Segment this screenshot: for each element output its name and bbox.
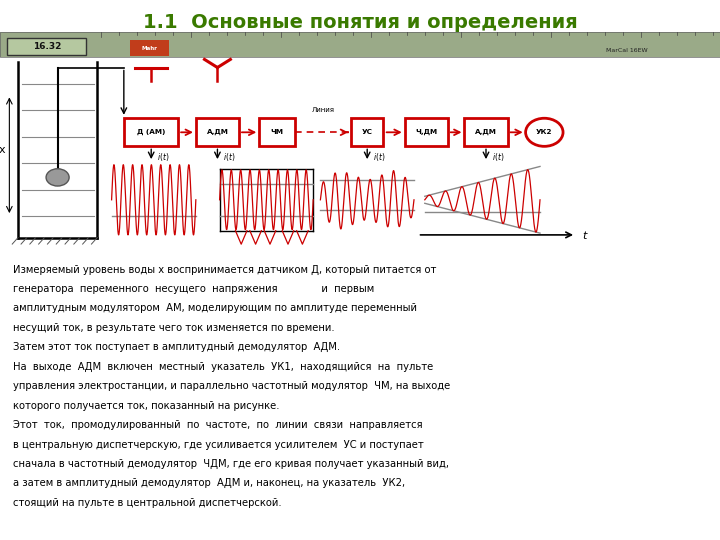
Circle shape	[46, 168, 69, 186]
Circle shape	[526, 118, 563, 146]
Bar	[196, 118, 239, 146]
Text: УК2: УК2	[536, 129, 552, 136]
Text: несущий ток, в результате чего ток изменяется по времени.: несущий ток, в результате чего ток измен…	[13, 323, 335, 333]
Text: $i(t)$: $i(t)$	[373, 151, 385, 163]
Text: УС: УС	[361, 129, 373, 136]
Text: 1.1  Основные понятия и определения: 1.1 Основные понятия и определения	[143, 14, 577, 32]
Bar	[351, 118, 383, 146]
Text: сначала в частотный демодулятор  ЧДМ, где его кривая получает указанный вид,: сначала в частотный демодулятор ЧДМ, где…	[13, 459, 449, 469]
Bar	[0, 32, 720, 57]
Text: $i(t)$: $i(t)$	[157, 151, 169, 163]
Text: амплитудным модулятором  АМ, моделирующим по амплитуде переменный: амплитудным модулятором АМ, моделирующим…	[13, 303, 417, 314]
Text: $t$: $t$	[582, 229, 588, 241]
Text: генератора  переменного  несущего  напряжения              и  первым: генератора переменного несущего напряжен…	[13, 284, 374, 294]
Text: А,ДМ: А,ДМ	[207, 129, 228, 136]
Text: 16.32: 16.32	[32, 42, 61, 51]
Text: Линия: Линия	[312, 107, 335, 113]
Bar	[259, 118, 295, 146]
Text: которого получается ток, показанный на рисунке.: которого получается ток, показанный на р…	[13, 401, 279, 411]
Bar	[130, 40, 169, 56]
Bar	[464, 118, 508, 146]
Text: Ч,ДМ: Ч,ДМ	[415, 129, 437, 136]
Text: MarCal 16EW: MarCal 16EW	[606, 48, 647, 53]
Text: А,ДМ: А,ДМ	[475, 129, 497, 136]
Text: ЧМ: ЧМ	[271, 129, 284, 136]
Text: Mahr: Mahr	[141, 45, 157, 51]
Text: в центральную диспетчерскую, где усиливается усилителем  УС и поступает: в центральную диспетчерскую, где усилива…	[13, 440, 423, 450]
Text: стоящий на пульте в центральной диспетчерской.: стоящий на пульте в центральной диспетче…	[13, 498, 282, 508]
Bar	[405, 118, 448, 146]
Text: Измеряемый уровень воды x воспринимается датчиком Д, который питается от: Измеряемый уровень воды x воспринимается…	[13, 265, 436, 275]
Bar	[7, 38, 86, 55]
Text: Затем этот ток поступает в амплитудный демодулятор  АДМ.: Затем этот ток поступает в амплитудный д…	[13, 342, 340, 353]
Bar	[124, 118, 179, 146]
Text: На  выходе  АДМ  включен  местный  указатель  УК1,  находящийся  на  пульте: На выходе АДМ включен местный указатель …	[13, 362, 433, 372]
Text: $i(t)$: $i(t)$	[492, 151, 504, 163]
Text: Этот  ток,  промодулированный  по  частоте,  по  линии  связи  направляется: Этот ток, промодулированный по частоте, …	[13, 420, 423, 430]
Text: $i(t)$: $i(t)$	[223, 151, 235, 163]
Text: Д (АМ): Д (АМ)	[137, 129, 166, 136]
Bar	[0, 32, 720, 57]
Text: управления электростанции, и параллельно частотный модулятор  ЧМ, на выходе: управления электростанции, и параллельно…	[13, 381, 450, 391]
Text: x: x	[0, 145, 6, 155]
Text: а затем в амплитудный демодулятор  АДМ и, наконец, на указатель  УК2,: а затем в амплитудный демодулятор АДМ и,…	[13, 478, 405, 489]
